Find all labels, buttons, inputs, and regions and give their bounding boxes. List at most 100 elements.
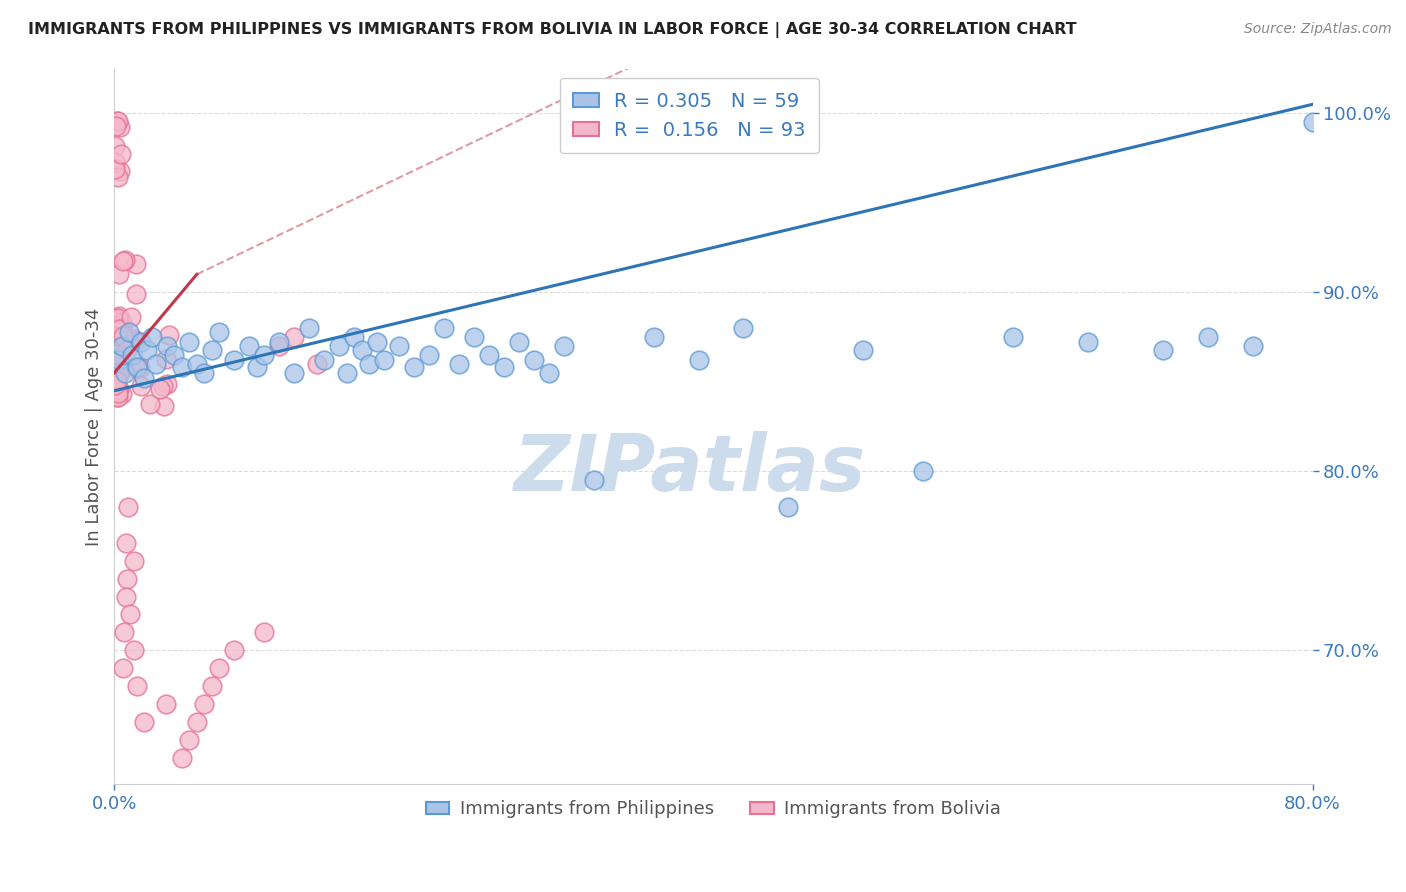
Point <box>179 732 201 747</box>
Point <box>112 625 135 640</box>
Point <box>253 625 276 640</box>
Point <box>107 356 129 370</box>
Point <box>136 343 159 357</box>
Point <box>125 257 148 271</box>
Point <box>108 365 131 379</box>
Point <box>108 120 131 134</box>
Point <box>131 335 153 350</box>
Point <box>105 114 128 128</box>
Point <box>366 335 388 350</box>
Point <box>105 311 128 326</box>
Point <box>145 357 167 371</box>
Point <box>537 366 560 380</box>
Point <box>283 366 305 380</box>
Point <box>105 348 128 362</box>
Point <box>111 343 134 357</box>
Point <box>108 364 131 378</box>
Point <box>155 352 177 367</box>
Point <box>1152 343 1174 357</box>
Point <box>238 339 260 353</box>
Point <box>111 661 134 675</box>
Point <box>478 348 501 362</box>
Point <box>156 377 179 392</box>
Point <box>108 363 131 377</box>
Point <box>110 324 132 338</box>
Point <box>104 347 127 361</box>
Point <box>134 714 156 729</box>
Point <box>523 353 546 368</box>
Point <box>269 335 291 350</box>
Point <box>733 321 755 335</box>
Y-axis label: In Labor Force | Age 30-34: In Labor Force | Age 30-34 <box>86 307 103 546</box>
Point <box>107 383 129 397</box>
Point <box>108 382 131 396</box>
Point <box>1302 115 1324 129</box>
Point <box>149 382 172 396</box>
Point <box>1197 330 1219 344</box>
Point <box>104 161 127 176</box>
Point <box>328 339 350 353</box>
Point <box>108 367 131 381</box>
Point <box>122 333 145 347</box>
Point <box>305 357 328 371</box>
Point <box>246 360 269 375</box>
Point <box>156 339 179 353</box>
Point <box>110 351 132 365</box>
Point <box>128 361 150 376</box>
Point <box>402 360 425 375</box>
Point <box>105 374 128 388</box>
Point <box>108 310 131 324</box>
Point <box>107 390 129 404</box>
Point <box>852 343 875 357</box>
Point <box>134 371 156 385</box>
Point <box>298 321 321 335</box>
Point <box>357 357 380 371</box>
Point <box>179 335 201 350</box>
Point <box>110 147 132 161</box>
Point <box>107 113 129 128</box>
Point <box>104 372 127 386</box>
Point <box>125 286 148 301</box>
Point <box>111 320 134 334</box>
Point <box>124 554 146 568</box>
Point <box>912 464 935 478</box>
Point <box>688 353 710 368</box>
Point <box>193 697 215 711</box>
Point <box>335 366 357 380</box>
Point <box>152 378 174 392</box>
Point <box>110 325 132 339</box>
Point <box>186 714 208 729</box>
Point <box>107 322 129 336</box>
Point <box>115 536 138 550</box>
Point <box>105 120 128 134</box>
Point <box>447 357 470 371</box>
Point <box>105 370 128 384</box>
Point <box>122 643 145 657</box>
Point <box>125 360 148 375</box>
Point <box>104 347 127 361</box>
Point <box>157 328 180 343</box>
Point <box>114 252 136 267</box>
Point <box>208 661 231 675</box>
Point <box>155 697 177 711</box>
Point <box>350 343 373 357</box>
Point <box>107 169 129 184</box>
Point <box>104 335 127 350</box>
Point <box>115 343 138 358</box>
Point <box>433 321 456 335</box>
Point <box>104 313 127 327</box>
Point <box>110 315 132 329</box>
Point <box>110 164 132 178</box>
Point <box>1077 335 1099 350</box>
Point <box>104 354 127 368</box>
Point <box>108 328 131 343</box>
Point <box>104 335 127 350</box>
Point <box>170 360 193 375</box>
Point <box>1002 330 1025 344</box>
Point <box>120 310 142 324</box>
Text: Source: ZipAtlas.com: Source: ZipAtlas.com <box>1244 22 1392 37</box>
Point <box>170 750 193 764</box>
Point <box>110 387 132 401</box>
Point <box>105 335 128 350</box>
Point <box>125 359 148 374</box>
